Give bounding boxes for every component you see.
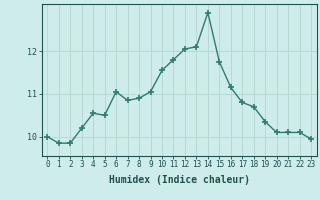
X-axis label: Humidex (Indice chaleur): Humidex (Indice chaleur) xyxy=(109,175,250,185)
